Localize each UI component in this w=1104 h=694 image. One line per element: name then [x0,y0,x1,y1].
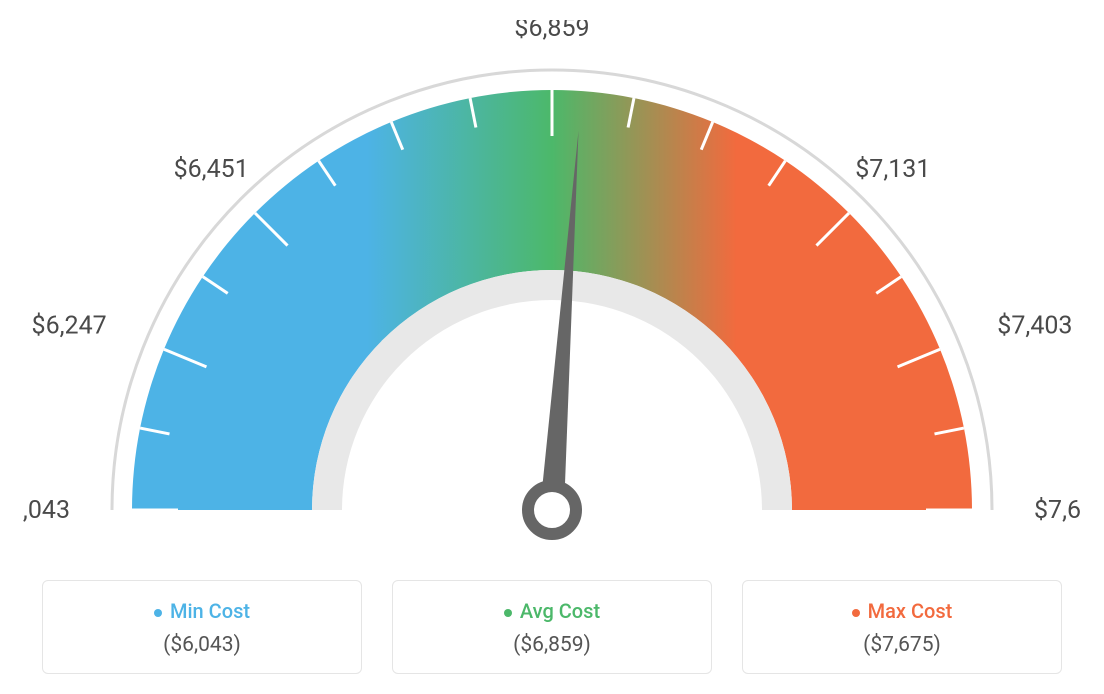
dot-icon [154,609,162,617]
dot-icon [852,609,860,617]
legend-amount-max: ($7,675) [753,633,1051,657]
legend-amount-avg: ($6,859) [403,633,701,657]
legend-title-min: Min Cost [53,599,351,623]
legend-label-min: Min Cost [170,599,250,623]
legend-label-max: Max Cost [868,599,953,623]
gauge-tick-label: $7,131 [855,155,930,184]
dot-icon [504,609,512,617]
legend-title-avg: Avg Cost [403,599,701,623]
legend-label-avg: Avg Cost [520,599,600,623]
gauge-svg: $6,043 $6,247 $6,451 $6,859 $7,131 $7,403 $7,6… [22,20,1082,570]
legend-row: Min Cost ($6,043) Avg Cost ($6,859) Max … [22,580,1082,674]
gauge-tick-label: $6,451 [174,155,249,184]
gauge-tick-label: $6,247 [32,312,107,341]
legend-card-min: Min Cost ($6,043) [42,580,362,674]
gauge-tick-label: $6,859 [514,20,589,43]
gauge-tick-label: $7,675 [1034,496,1082,525]
gauge-chart: $6,043 $6,247 $6,451 $6,859 $7,131 $7,403 $7,6… [22,20,1082,570]
gauge-tick-label: $7,403 [997,312,1072,341]
legend-title-max: Max Cost [753,599,1051,623]
legend-card-max: Max Cost ($7,675) [742,580,1062,674]
legend-card-avg: Avg Cost ($6,859) [392,580,712,674]
legend-amount-min: ($6,043) [53,633,351,657]
gauge-tick-label: $6,043 [22,496,70,525]
